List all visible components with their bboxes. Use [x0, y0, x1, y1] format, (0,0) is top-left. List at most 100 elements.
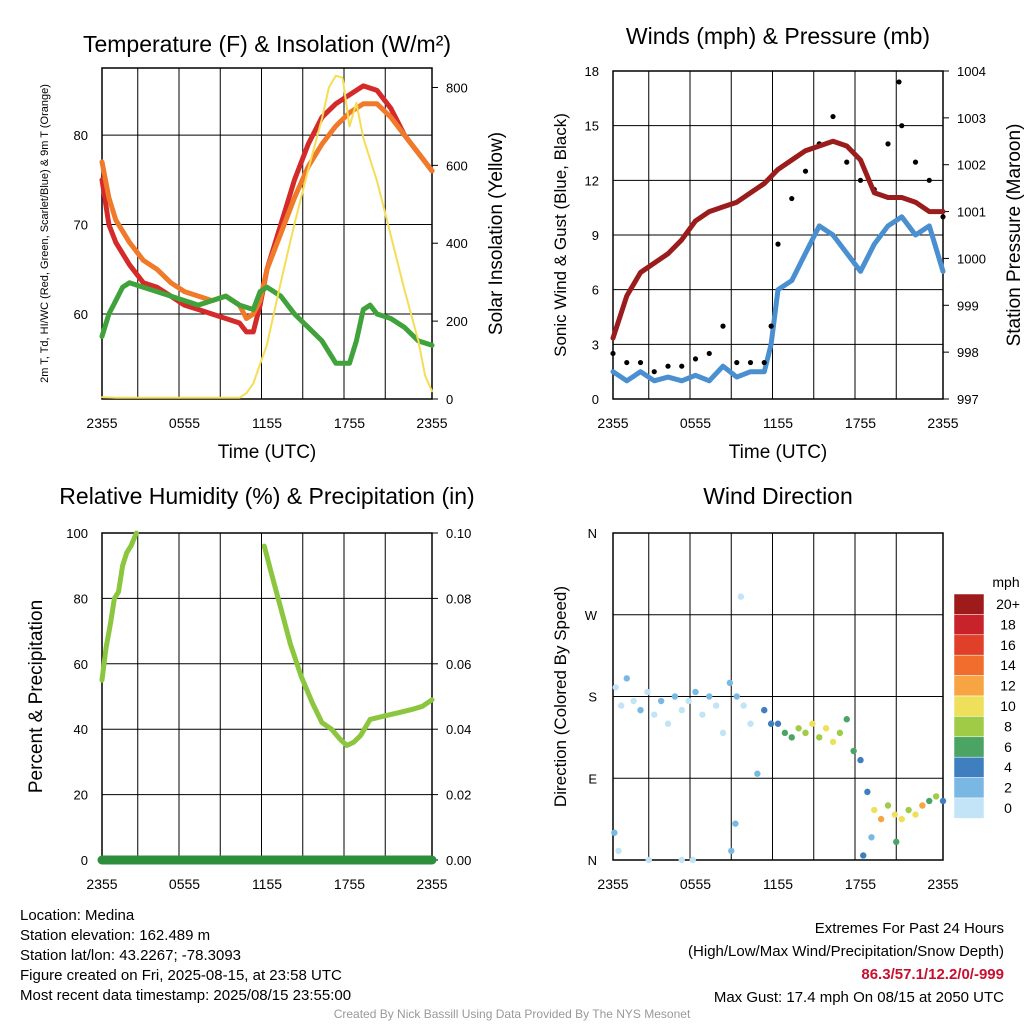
panel-1-ytick-3: 9 [592, 228, 599, 243]
panel-2-rtick-5: 0.10 [446, 526, 471, 541]
legend-label-10: 0 [1004, 800, 1012, 816]
panel-1-xtick-0: 2355 [597, 415, 628, 431]
panel-0-rtick-2: 400 [446, 236, 468, 251]
panel-1-ytick-2: 6 [592, 283, 599, 298]
wind-dir-point-53 [919, 802, 926, 809]
panel-3-ytick-1: E [588, 771, 597, 786]
panel-3-ytick-3: W [585, 608, 598, 623]
panel-3-ytick-2: S [588, 690, 597, 705]
wind-dir-point-21 [611, 829, 618, 836]
wind-dir-point-27 [732, 820, 739, 827]
panel-3-xtick-4: 2355 [927, 876, 958, 892]
panel-2-xtick-0: 2355 [86, 876, 117, 892]
wind-dir-point-13 [699, 711, 706, 718]
panel-2-xtick-4: 2355 [416, 876, 447, 892]
wind-dir-point-23 [645, 856, 652, 864]
panel-0-ytick-0: 60 [74, 307, 88, 322]
panel-3-xtick-2: 1155 [763, 876, 793, 892]
panel-1-ytick-6: 18 [585, 64, 599, 79]
legend-swatch-3 [953, 654, 985, 676]
panel-1-gust-point-15 [802, 168, 809, 174]
panel-2-ylabel: Percent & Precipitation [26, 600, 47, 793]
panel-0-series-2 [99, 280, 435, 366]
panel-0-xtick-4: 2355 [416, 415, 447, 431]
panel-0-rtick-4: 800 [446, 80, 468, 95]
wind-dir-point-7 [657, 697, 665, 705]
wind-dir-point-51 [905, 806, 912, 814]
panel-1-ytick-1: 3 [592, 337, 599, 352]
panel-2-xtick-1: 0555 [169, 876, 200, 892]
wind-dir-point-22 [615, 847, 622, 855]
panel-1-gust-point-13 [775, 241, 781, 247]
legend-title: mph [992, 574, 1019, 590]
panel-1-rtick-3: 1000 [957, 251, 986, 266]
panel-0-rtick-0: 0 [446, 392, 453, 407]
panel-3-ytick-0: N [588, 853, 597, 868]
panel-2-ytick-3: 60 [74, 657, 88, 672]
panel-3-xtick-3: 1755 [845, 876, 876, 892]
legend-label-5: 10 [1000, 698, 1016, 714]
wind-dir-point-32 [774, 720, 782, 727]
legend-label-3: 14 [1000, 657, 1016, 673]
wind-dir-point-18 [733, 693, 740, 700]
panel-2-rtick-2: 0.04 [446, 722, 471, 737]
panel-0-ylabel: 2m T, Td, HI/WC (Red, Green, Scarlet/Blu… [39, 84, 51, 383]
wind-dir-point-31 [767, 720, 775, 727]
wind-dir-point-49 [891, 811, 899, 818]
wind-dir-point-58 [868, 834, 875, 841]
panel-1-ytick-4: 12 [585, 173, 599, 188]
panel-2-series-0 [99, 530, 139, 683]
panel-1-gust-point-5 [679, 363, 685, 369]
panel-1-xtick-3: 1755 [845, 415, 876, 431]
legend-label-1: 18 [1000, 616, 1016, 632]
wind-dir-point-39 [822, 725, 830, 732]
panel-2-ytick-5: 100 [66, 526, 88, 541]
station-info: Location: Medina Station elevation: 162.… [20, 906, 351, 1006]
panel-1-rtick-0: 997 [957, 392, 979, 407]
extremes-info: Extremes For Past 24 Hours (High/Low/Max… [688, 917, 1004, 1009]
panel-1-series-2 [610, 138, 946, 341]
wind-dir-point-20 [747, 720, 754, 727]
panel-0-xtick-3: 1755 [334, 415, 365, 431]
panel-1-gust-point-21 [885, 141, 891, 147]
panel-2-xtick-2: 1155 [252, 876, 282, 892]
panel-1-ylabel-right: Station Pressure (Maroon) [1004, 124, 1024, 347]
legend-label-6: 8 [1004, 718, 1012, 734]
panel-1-gust-point-3 [651, 369, 657, 375]
panel-0-rtick-3: 600 [446, 158, 468, 173]
legend-label-4: 12 [1000, 678, 1016, 694]
wind-dir-point-34 [788, 734, 795, 741]
panel-2-series-1 [261, 543, 435, 748]
wind-dir-point-6 [651, 711, 658, 718]
wind-dir-point-9 [671, 693, 679, 700]
panel-0-ytick-2: 80 [74, 128, 88, 143]
wind-dir-point-45 [864, 788, 871, 796]
wind-dir-point-42 [843, 716, 850, 723]
legend-swatch-5 [953, 695, 985, 717]
panel-1-frame [612, 70, 944, 400]
panel-3-ylabel: Direction (Colored By Speed) [551, 586, 570, 807]
panel-1-rtick-1: 998 [957, 345, 979, 360]
wind-dir-point-44 [857, 756, 864, 764]
panel-1-gust-point-1 [624, 359, 630, 366]
panel-2-ytick-2: 40 [74, 722, 88, 737]
legend-swatch-1 [953, 614, 985, 636]
max-gust-text: Max Gust: 17.4 mph On 08/15 at 2050 UTC [713, 989, 1004, 1006]
panel-2-ytick-0: 0 [81, 853, 88, 868]
wind-dir-point-29 [754, 770, 761, 777]
panel-1-ytick-0: 0 [592, 392, 599, 407]
legend-label-9: 2 [1004, 780, 1012, 796]
panel-1-xtick-1: 0555 [680, 415, 711, 431]
legend-swatch-0 [953, 593, 985, 615]
panel-1-gust-point-18 [844, 159, 850, 165]
panel-1-gust-point-11 [761, 359, 767, 366]
panel-0-series-0 [99, 83, 435, 335]
wind-dir-point-50 [898, 815, 905, 823]
panel-0-xtick-2: 1155 [252, 415, 282, 431]
panel-1-gust-point-25 [926, 177, 932, 183]
legend-label-7: 6 [1004, 739, 1012, 755]
panel-1-gust-point-7 [706, 350, 712, 357]
panel-0-xtick-0: 2355 [86, 415, 117, 431]
created-text: Figure created on Fri, 2025-08-15, at 23… [20, 967, 342, 984]
